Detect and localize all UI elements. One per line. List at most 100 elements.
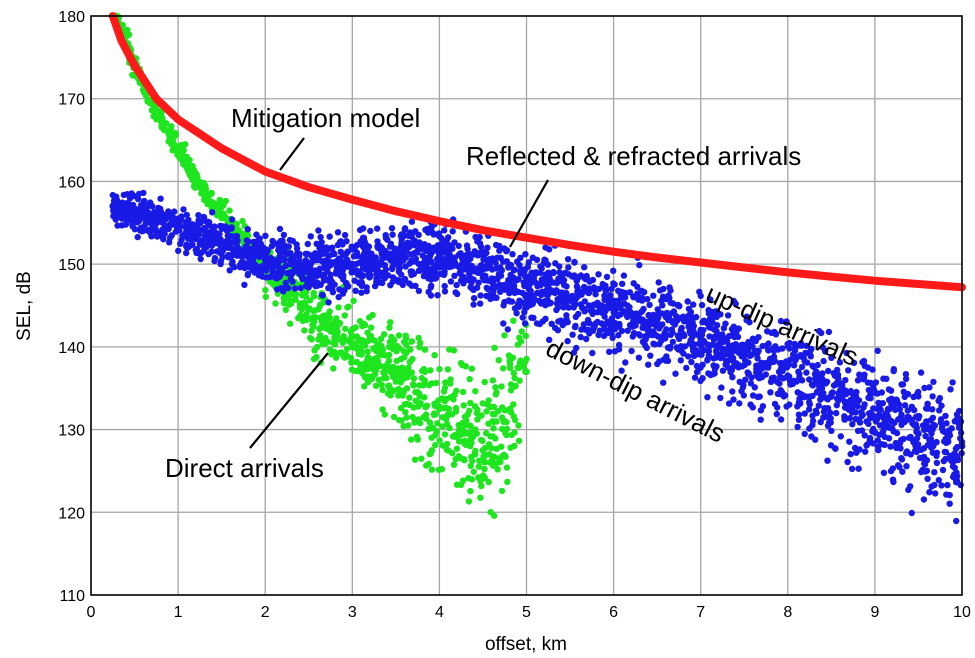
data-point — [365, 271, 372, 278]
data-point — [507, 444, 514, 451]
data-point — [806, 376, 813, 383]
data-point — [419, 367, 426, 375]
data-point — [893, 396, 900, 403]
data-point — [420, 382, 427, 389]
data-point — [393, 357, 400, 365]
data-point — [476, 233, 483, 241]
data-point — [577, 272, 585, 279]
data-point — [176, 218, 183, 225]
data-point — [452, 433, 460, 441]
data-point — [352, 324, 359, 331]
data-point — [432, 441, 439, 449]
data-point — [450, 461, 458, 468]
data-point — [771, 400, 779, 408]
data-point — [301, 327, 308, 334]
data-point — [368, 324, 375, 331]
data-point — [626, 289, 634, 296]
data-point — [259, 246, 266, 253]
data-point — [439, 423, 446, 430]
data-point — [545, 269, 552, 276]
data-point — [479, 437, 486, 445]
data-point — [209, 209, 216, 216]
data-point — [951, 418, 958, 425]
data-point — [586, 278, 593, 285]
data-point — [738, 388, 745, 395]
data-point — [354, 270, 361, 278]
data-point — [399, 364, 406, 371]
data-point — [878, 389, 885, 396]
data-point — [630, 280, 637, 287]
data-point — [939, 466, 947, 474]
data-point — [408, 282, 415, 289]
data-point — [444, 366, 452, 373]
data-point — [823, 413, 830, 420]
data-point — [113, 198, 121, 205]
data-point — [316, 302, 324, 309]
data-point — [441, 431, 449, 438]
data-point — [333, 350, 340, 358]
y-tick-label: 160 — [58, 174, 85, 191]
data-point — [511, 374, 518, 382]
data-point — [510, 317, 517, 324]
data-point — [408, 218, 416, 225]
x-tick-label: 6 — [609, 604, 618, 621]
data-point — [214, 248, 221, 255]
x-tick-label: 7 — [696, 604, 705, 621]
data-point — [411, 237, 418, 244]
data-point — [459, 477, 467, 484]
data-point — [449, 263, 456, 270]
data-point — [307, 334, 314, 342]
data-point — [217, 257, 225, 265]
data-point — [757, 416, 764, 423]
data-point — [479, 264, 487, 272]
data-point — [514, 258, 521, 265]
data-point — [384, 366, 391, 373]
data-point — [933, 459, 941, 467]
data-point — [408, 338, 416, 345]
data-point — [388, 388, 395, 395]
data-point — [546, 336, 553, 343]
data-point — [462, 363, 469, 370]
x-tick-label: 4 — [435, 604, 444, 621]
data-point — [506, 364, 514, 372]
data-point — [801, 430, 808, 438]
data-point — [306, 297, 314, 304]
data-point — [676, 335, 683, 343]
data-point — [262, 286, 269, 294]
data-point — [907, 433, 914, 441]
annotation-mitigation-model: Mitigation model — [231, 103, 420, 133]
data-point — [505, 281, 512, 288]
data-point — [771, 328, 778, 336]
data-point — [225, 254, 232, 261]
data-point — [261, 256, 269, 264]
data-point — [479, 400, 486, 407]
data-point — [746, 352, 754, 359]
data-point — [190, 183, 198, 190]
data-point — [477, 292, 484, 299]
data-point — [178, 236, 185, 243]
data-point — [131, 211, 139, 218]
data-point — [311, 267, 319, 274]
data-point — [874, 443, 882, 450]
data-point — [714, 331, 721, 338]
data-point — [353, 359, 360, 366]
data-point — [693, 368, 701, 376]
data-point — [953, 477, 961, 485]
data-point — [330, 339, 337, 347]
data-point — [919, 466, 926, 474]
data-point — [418, 374, 425, 382]
data-point — [956, 424, 963, 431]
data-point — [321, 335, 328, 342]
data-point — [656, 358, 663, 365]
data-point — [828, 354, 835, 361]
data-point — [583, 335, 590, 343]
data-point — [838, 380, 845, 387]
data-point — [305, 306, 313, 313]
data-point — [415, 287, 423, 295]
data-point — [201, 224, 208, 232]
data-point — [569, 331, 576, 338]
data-point — [403, 341, 410, 348]
data-point — [521, 308, 528, 316]
data-point — [777, 317, 785, 325]
data-point — [277, 243, 284, 250]
